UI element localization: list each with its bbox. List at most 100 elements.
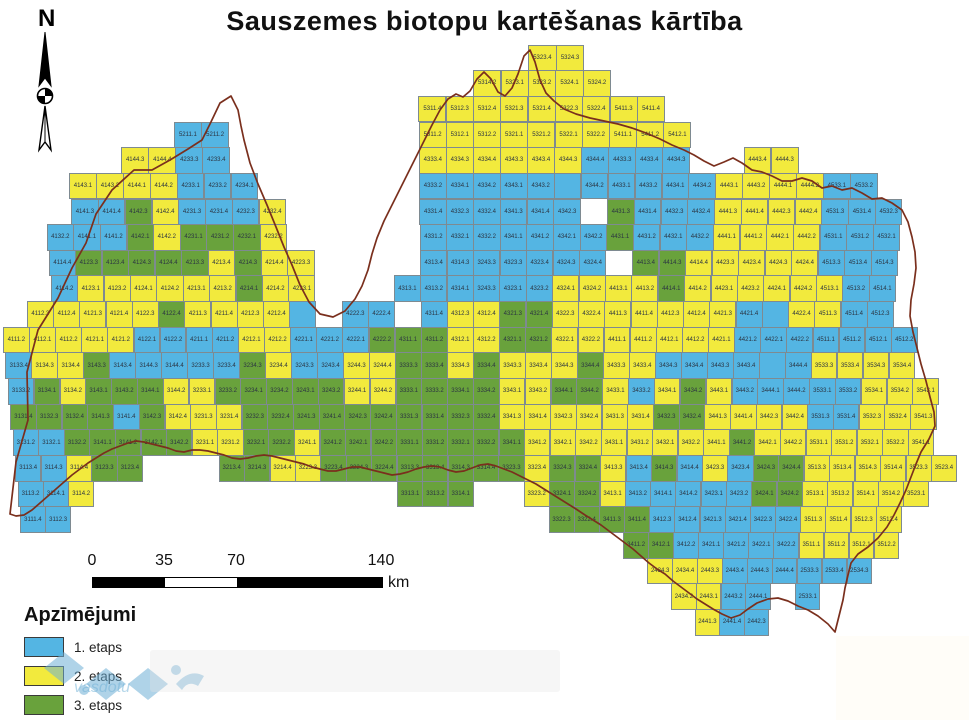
map-cell: 4312.4	[473, 301, 501, 328]
map-cell: 4444.3	[770, 147, 799, 174]
map-cell: 4142.3	[124, 198, 153, 225]
map-cell: 5211.2	[201, 121, 230, 148]
map-cell: 3432.2	[677, 429, 704, 456]
legend-label: 2. etaps	[74, 669, 123, 684]
map-cell: 4333.2	[419, 172, 447, 200]
map-cell: 3313.2	[422, 480, 449, 508]
map-cell: 4211.3	[184, 301, 212, 328]
map-cell: 3423.4	[727, 455, 754, 482]
map-cell: 3144.1	[137, 378, 164, 405]
map-cell: 2434.3	[647, 557, 673, 585]
map-cell: 3512.2	[873, 532, 900, 559]
map-cell: 4434.3	[662, 147, 691, 174]
map-cell: 4531.2	[846, 224, 874, 251]
map-cell: 3514.1	[852, 480, 879, 508]
map-cell: 4222.3	[341, 301, 369, 328]
map-cell: 4123.3	[75, 249, 103, 277]
map-cell: 3541.1	[907, 429, 935, 456]
map-cell: 3114.4	[66, 455, 93, 482]
map-cell: 3223.3	[294, 455, 322, 482]
map-cell: 4141.1	[73, 224, 101, 251]
map-cell: 4232.2	[259, 224, 288, 251]
map-cell: 3342.4	[575, 403, 603, 431]
map-cell: 3443.4	[732, 352, 760, 379]
map-cell: 4334.4	[473, 147, 501, 174]
map-cell: 3413.2	[624, 480, 651, 508]
map-cell: 4211.1	[185, 326, 213, 354]
map-cell: 3341.3	[498, 403, 526, 431]
map-cell: 3233.3	[187, 352, 214, 379]
map-cell: 3142.4	[164, 403, 191, 431]
map-cell: 2444.1	[745, 583, 771, 610]
map-cell: 4421.3	[709, 301, 737, 328]
map-cell: 3422.1	[748, 532, 775, 559]
map-cell: 4231.1	[179, 224, 208, 251]
map-cell: 3413.1	[599, 480, 626, 508]
map-cell: 4532.3	[874, 198, 903, 225]
map-cell: 3123.4	[116, 455, 143, 482]
map-cell: 4323.2	[525, 275, 553, 302]
map-cell: 4112.3	[26, 301, 54, 328]
map-cell: 5314.2	[473, 70, 502, 97]
map-cell: 4312.2	[473, 326, 500, 354]
map-cell: 3234.4	[265, 352, 292, 379]
map-cell: 4322.2	[577, 326, 605, 354]
map-cell: 4111.2	[2, 326, 30, 354]
map-cell: 4434.1	[661, 172, 690, 200]
map-cell: 3442.4	[781, 403, 808, 431]
map-cell: 5312.2	[473, 121, 501, 148]
map-cell: 4141.2	[99, 224, 128, 251]
map-cell: 3313.1	[397, 480, 424, 508]
map-cell: 4344.4	[581, 147, 610, 174]
map-cell: 4423.4	[738, 249, 766, 277]
map-cell: 3213.4	[218, 455, 245, 482]
map-cell: 4142.2	[153, 224, 181, 251]
map-cell: 4433.3	[608, 147, 637, 174]
map-cell: 3232.1	[242, 429, 270, 456]
map-cell: 3141.2	[114, 429, 142, 456]
map-cell: 3422.4	[775, 506, 801, 533]
map-cell: 3241.4	[318, 403, 346, 431]
map-cell: 4414.2	[684, 275, 712, 302]
map-cell: 4322.3	[551, 301, 579, 328]
map-cell: 3523.4	[930, 455, 958, 482]
map-cell: 3214.3	[244, 455, 271, 482]
map-cell: 3514.2	[877, 480, 904, 508]
map-cell: 4124.3	[128, 249, 156, 277]
map-cell: 4342.3	[553, 198, 581, 225]
map-cell: 4413.4	[632, 249, 660, 277]
map-cell: 4423.2	[736, 275, 765, 302]
legend-swatch	[24, 695, 64, 715]
map-cell: 4423.1	[710, 275, 738, 302]
map-cell: 4214.4	[260, 249, 289, 277]
map-cell	[761, 301, 789, 328]
map-cell: 3242.2	[370, 429, 398, 456]
map-cell: 4232.1	[233, 224, 261, 251]
map-cell: 4433.2	[634, 172, 663, 200]
map-cell: 3141.1	[89, 429, 116, 456]
map-cell: 3511.3	[800, 506, 827, 533]
map-cell: 4431.3	[607, 198, 635, 225]
map-cell: 3533.1	[809, 378, 836, 405]
map-cell: 4342.2	[579, 224, 608, 251]
map-cell: 3422.3	[749, 506, 776, 533]
map-cell: 4412.2	[681, 326, 709, 354]
map-cell: 3243.2	[317, 378, 345, 405]
map-cell: 3344.4	[576, 352, 604, 379]
map-cell: 5312.4	[473, 95, 502, 123]
map-cell: 4314.3	[446, 249, 474, 277]
map-cell: 3324.3	[549, 455, 576, 482]
map-cell: 4312.3	[446, 301, 474, 328]
map-cell: 3343.2	[524, 378, 552, 405]
map-cell: 3141.3	[87, 403, 114, 431]
map-cell: 3534.4	[888, 352, 916, 379]
map-cell: 4312.1	[446, 326, 474, 354]
map-cell: 4334.2	[473, 172, 501, 200]
map-cell: 3243.4	[317, 352, 344, 379]
map-cell: 4231.4	[205, 198, 233, 225]
map-cell: 3533.4	[836, 352, 864, 379]
map-cell: 5412.1	[663, 121, 692, 148]
map-cell: 3333.4	[421, 352, 448, 379]
map-cell: 4423.3	[711, 249, 739, 277]
map-cell: 4213.4	[207, 249, 236, 277]
